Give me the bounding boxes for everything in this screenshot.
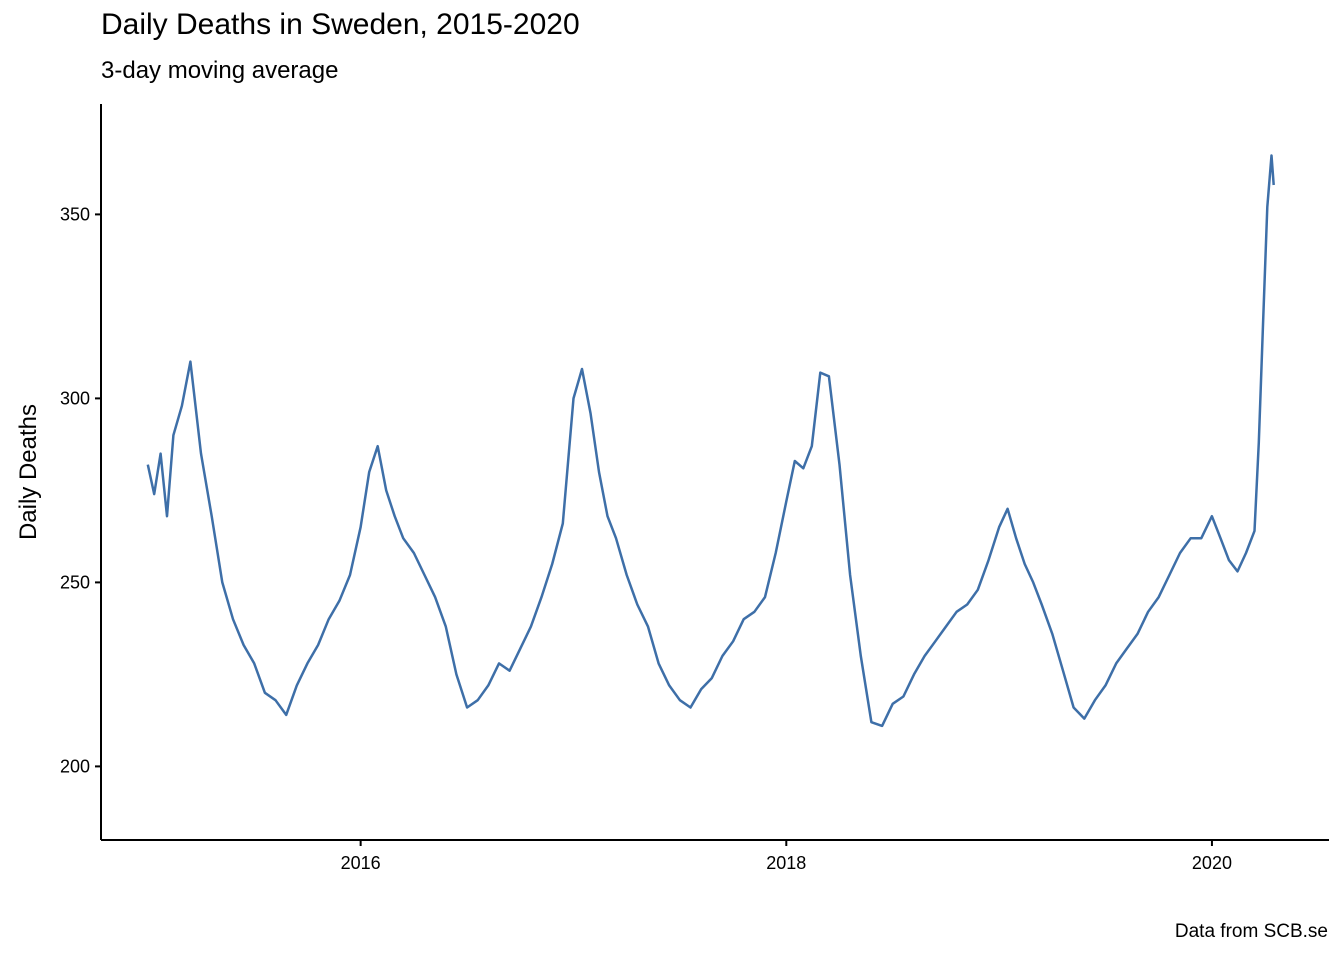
- y-axis-title: Daily Deaths: [15, 404, 42, 540]
- y-tick-label: 350: [60, 204, 90, 224]
- x-tick-label: 2020: [1192, 853, 1232, 873]
- chart-caption: Data from SCB.se: [1174, 921, 1328, 942]
- y-tick-label: 250: [60, 572, 90, 592]
- x-tick-label: 2018: [766, 853, 806, 873]
- y-tick-label: 300: [60, 388, 90, 408]
- y-axis-ticks: 200 250 300 350: [60, 204, 101, 776]
- chart-subtitle: 3-day moving average: [101, 57, 339, 84]
- x-tick-label: 2016: [341, 853, 381, 873]
- y-tick-label: 200: [60, 756, 90, 776]
- chart-marks: [146, 154, 1275, 728]
- chart-title: Daily Deaths in Sweden, 2015-2020: [101, 8, 580, 41]
- x-axis-ticks: 2016 2018 2020: [341, 840, 1232, 873]
- series-line: [146, 154, 1275, 728]
